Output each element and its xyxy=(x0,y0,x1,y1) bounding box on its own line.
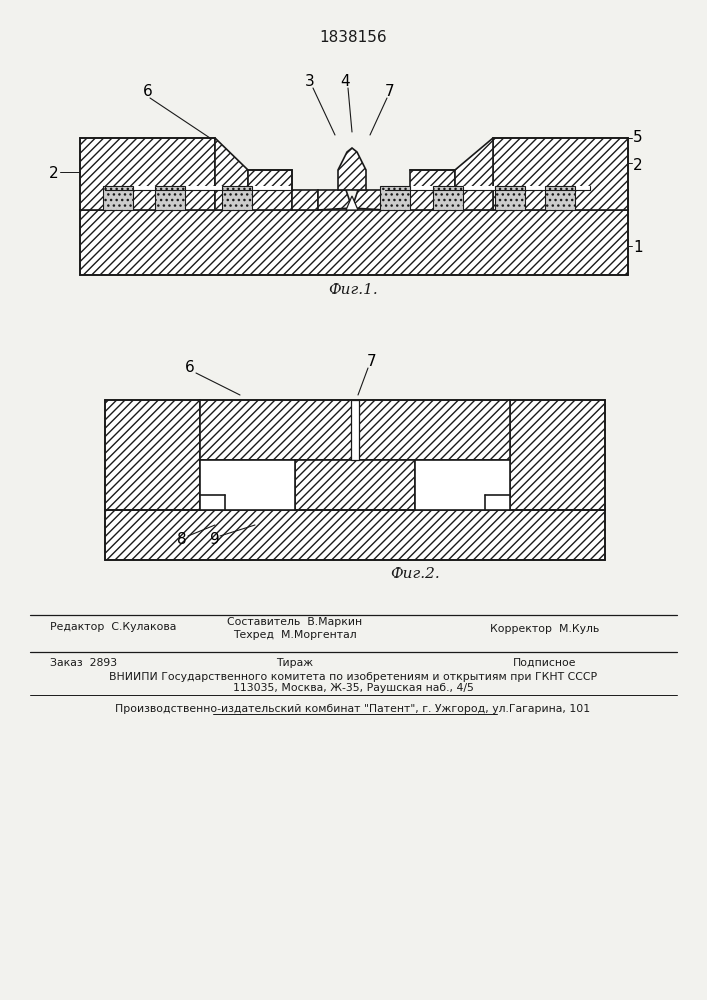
Text: Подписное: Подписное xyxy=(513,658,577,668)
Polygon shape xyxy=(495,186,525,210)
Polygon shape xyxy=(485,495,510,510)
Text: Корректор  М.Куль: Корректор М.Куль xyxy=(491,624,600,634)
Text: Заказ  2893: Заказ 2893 xyxy=(50,658,117,668)
Polygon shape xyxy=(80,138,215,210)
Text: 7: 7 xyxy=(385,85,395,100)
Polygon shape xyxy=(222,186,252,210)
Polygon shape xyxy=(385,186,590,190)
Polygon shape xyxy=(410,170,455,210)
Text: Редактор  С.Кулакова: Редактор С.Кулакова xyxy=(50,622,176,632)
Polygon shape xyxy=(295,460,415,510)
Polygon shape xyxy=(80,210,628,275)
Text: ВНИИПИ Государственного комитета по изобретениям и открытиям при ГКНТ СССР: ВНИИПИ Государственного комитета по изоб… xyxy=(109,672,597,682)
Polygon shape xyxy=(346,196,358,210)
Polygon shape xyxy=(105,400,200,510)
Text: 6: 6 xyxy=(185,360,195,375)
Text: Составитель  В.Маркин: Составитель В.Маркин xyxy=(228,617,363,627)
Polygon shape xyxy=(200,460,295,510)
Text: 1: 1 xyxy=(633,240,643,255)
Polygon shape xyxy=(318,190,352,210)
Polygon shape xyxy=(215,138,248,210)
Polygon shape xyxy=(380,186,410,210)
Text: 7: 7 xyxy=(367,355,377,369)
Text: 2: 2 xyxy=(633,157,643,172)
Polygon shape xyxy=(248,170,292,210)
Polygon shape xyxy=(351,400,359,460)
Polygon shape xyxy=(510,400,605,510)
Text: 9: 9 xyxy=(210,532,220,548)
Polygon shape xyxy=(200,495,225,510)
Text: 113035, Москва, Ж-35, Раушская наб., 4/5: 113035, Москва, Ж-35, Раушская наб., 4/5 xyxy=(233,683,474,693)
Text: 4: 4 xyxy=(340,75,350,90)
Text: 8: 8 xyxy=(177,532,187,548)
Text: 3: 3 xyxy=(305,75,315,90)
Text: Фиг.1.: Фиг.1. xyxy=(328,283,378,297)
Text: Фиг.2.: Фиг.2. xyxy=(390,567,440,581)
Polygon shape xyxy=(415,460,510,510)
Polygon shape xyxy=(105,510,605,560)
Text: Тираж: Тираж xyxy=(276,658,314,668)
Polygon shape xyxy=(352,190,385,210)
Polygon shape xyxy=(545,186,575,210)
Text: Производственно-издательский комбинат "Патент", г. Ужгород, ул.Гагарина, 101: Производственно-издательский комбинат "П… xyxy=(115,704,590,714)
Polygon shape xyxy=(385,190,410,210)
Text: 6: 6 xyxy=(143,85,153,100)
Polygon shape xyxy=(433,186,463,210)
Text: 2: 2 xyxy=(48,166,58,182)
Polygon shape xyxy=(105,186,290,190)
Polygon shape xyxy=(103,186,133,210)
Polygon shape xyxy=(455,138,493,210)
Polygon shape xyxy=(155,186,185,210)
Polygon shape xyxy=(493,138,628,210)
Text: 1838156: 1838156 xyxy=(319,30,387,45)
Polygon shape xyxy=(338,148,366,190)
Text: Техред  М.Моргентал: Техред М.Моргентал xyxy=(233,630,357,640)
Polygon shape xyxy=(200,400,510,460)
Polygon shape xyxy=(292,190,318,210)
Text: 5: 5 xyxy=(633,130,643,145)
